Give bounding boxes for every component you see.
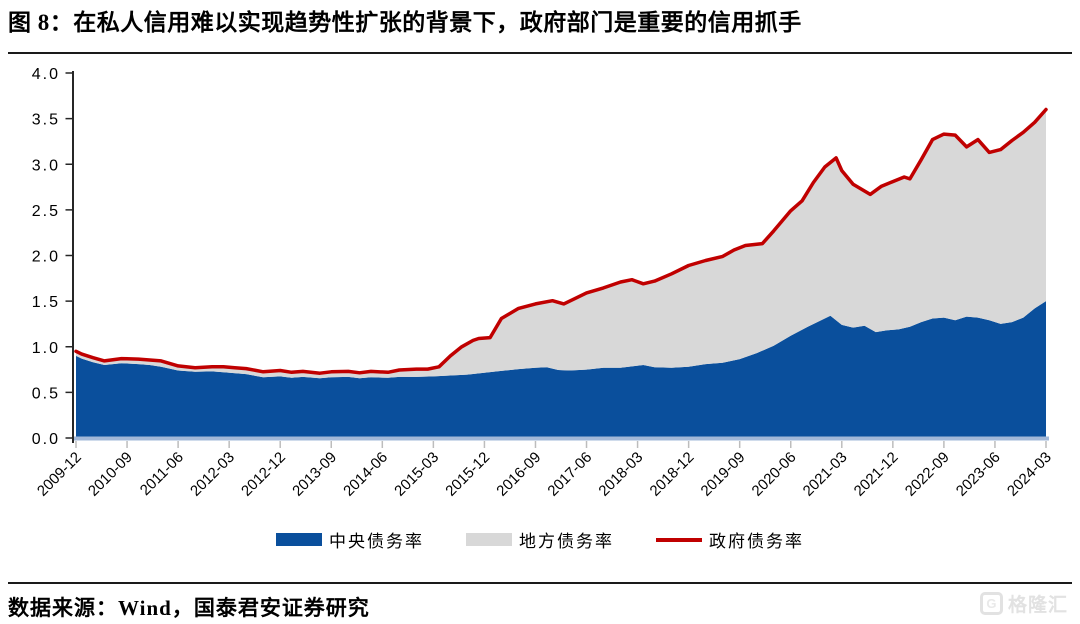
x-tick-label: 2018-03 [595, 449, 646, 500]
x-tick-label: 2021-12 [851, 449, 902, 500]
x-tick-label: 2014-06 [340, 449, 391, 500]
local-debt-swatch-icon [466, 533, 512, 546]
x-tick-label: 2010-09 [85, 449, 136, 500]
x-tick-label: 2021-03 [800, 449, 851, 500]
x-tick-label: 2012-12 [238, 449, 289, 500]
x-tick-label: 2009-12 [34, 449, 85, 500]
x-tick-label: 2017-06 [544, 449, 595, 500]
y-tick-label: 1.0 [32, 340, 60, 357]
local-debt-area [76, 109, 1046, 379]
x-tick-label: 2015-12 [442, 449, 493, 500]
y-tick-label: 3.5 [32, 112, 60, 129]
footer-divider [8, 582, 1072, 584]
legend-label-government-debt: 政府债务率 [709, 532, 804, 551]
central-debt-swatch-icon [276, 533, 322, 546]
legend-label-local-debt: 地方债务率 [519, 532, 614, 551]
y-tick-label: 3.0 [32, 157, 60, 174]
legend-label-central-debt: 中央债务率 [329, 532, 424, 551]
x-tick-label: 2020-06 [749, 449, 800, 500]
x-tick-label: 2015-03 [391, 449, 442, 500]
x-tick-label: 2022-09 [902, 449, 953, 500]
gelonghui-watermark: G 格隆汇 [979, 590, 1068, 617]
chart-legend: 中央债务率 地方债务率 政府债务率 [0, 527, 1080, 552]
central-debt-area [76, 301, 1046, 438]
x-tick-label: 2013-09 [289, 449, 340, 500]
government-debt-line [74, 107, 1048, 375]
y-tick-label: 0.5 [32, 385, 60, 402]
y-tick-label: 2.5 [32, 203, 60, 220]
data-source-note: 数据来源：Wind，国泰君安证券研究 [8, 596, 370, 620]
x-tick-label: 2024-03 [1004, 449, 1055, 500]
gelonghui-logo-icon: G [979, 592, 1003, 615]
gelonghui-brand-text: 格隆汇 [1007, 595, 1068, 616]
legend-item-local-debt: 地方债务率 [466, 527, 614, 552]
y-tick-label: 4.0 [32, 66, 60, 83]
figure-title: 图 8：在私人信用难以实现趋势性扩张的背景下，政府部门是重要的信用抓手 [8, 10, 802, 35]
x-tick-label: 2019-09 [698, 449, 749, 500]
title-divider [8, 52, 1072, 54]
x-tick-label: 2011-06 [137, 449, 187, 499]
y-tick-label: 1.5 [32, 294, 60, 311]
government-debt-line-swatch-icon [656, 537, 702, 542]
x-tick-label: 2012-03 [187, 449, 238, 500]
x-tick-label: 2023-06 [953, 449, 1004, 500]
x-axis-baseline [74, 436, 1049, 441]
legend-item-government-debt: 政府债务率 [656, 527, 804, 552]
legend-item-central-debt: 中央债务率 [276, 527, 424, 552]
y-tick-label: 2.0 [32, 249, 60, 266]
x-tick-label: 2016-09 [493, 449, 544, 500]
x-tick-label: 2018-12 [647, 449, 698, 500]
y-tick-label: 0.0 [32, 431, 60, 448]
